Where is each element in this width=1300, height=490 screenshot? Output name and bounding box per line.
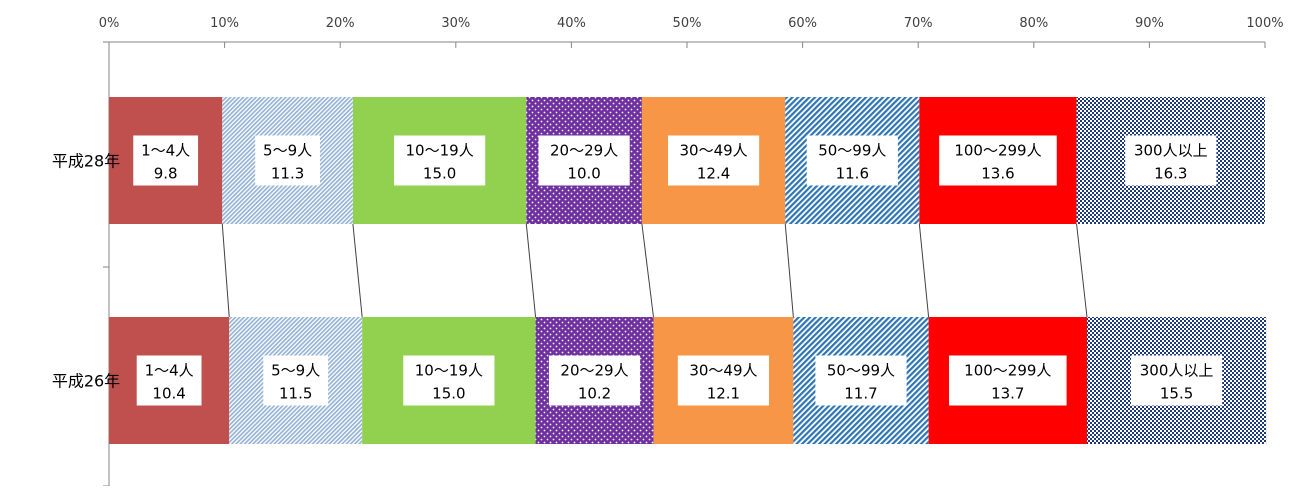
data-label-box — [548, 355, 641, 406]
series-name-label: 1～4人 — [141, 142, 190, 160]
data-label-box — [806, 135, 898, 186]
x-tick-label: 100% — [1246, 16, 1283, 31]
data-value-label: 16.3 — [1154, 165, 1187, 183]
series-line — [525, 223, 537, 318]
series-name-label: 20～29人 — [550, 142, 618, 160]
series-line — [352, 223, 363, 318]
category-label: 平成28年 — [52, 152, 120, 171]
data-value-label: 11.6 — [836, 165, 869, 183]
x-tick-label: 40% — [557, 16, 586, 31]
series-name-label: 5～9人 — [263, 142, 312, 160]
series-name-label: 30～49人 — [679, 142, 747, 160]
data-value-label: 13.7 — [991, 385, 1024, 403]
category-label: 平成26年 — [52, 372, 120, 391]
series-name-label: 5～9人 — [271, 362, 320, 380]
data-label-box — [667, 135, 760, 186]
series-lines-layer — [221, 223, 1088, 318]
data-label-box — [263, 355, 329, 406]
data-value-label: 15.0 — [432, 385, 465, 403]
data-value-label: 15.0 — [423, 165, 456, 183]
series-line — [221, 223, 230, 318]
data-label-box — [939, 135, 1057, 186]
x-tick-label: 90% — [1135, 16, 1164, 31]
x-tick-label: 50% — [673, 16, 702, 31]
x-tick-label: 80% — [1019, 16, 1048, 31]
data-value-label: 12.4 — [697, 165, 730, 183]
x-tick-label: 60% — [788, 16, 817, 31]
series-name-label: 20～29人 — [560, 362, 628, 380]
series-name-label: 100～299人 — [964, 362, 1051, 380]
data-label-box — [538, 135, 630, 186]
data-value-label: 12.1 — [707, 385, 740, 403]
data-label-box — [948, 355, 1067, 406]
data-label-box — [133, 135, 199, 186]
series-name-label: 30～49人 — [689, 362, 757, 380]
x-tick-label: 10% — [210, 16, 239, 31]
data-label-box — [1130, 355, 1223, 406]
data-value-label: 15.5 — [1160, 385, 1193, 403]
data-value-label: 11.5 — [279, 385, 312, 403]
series-name-label: 50～99人 — [827, 362, 895, 380]
series-line — [1076, 223, 1088, 318]
x-tick-label: 30% — [441, 16, 470, 31]
data-value-label: 11.3 — [271, 165, 304, 183]
data-value-label: 11.7 — [844, 385, 877, 403]
data-label-box — [1125, 135, 1217, 186]
series-name-label: 1～4人 — [145, 362, 194, 380]
data-value-label: 10.0 — [567, 165, 600, 183]
series-name-label: 10～19人 — [415, 362, 483, 380]
data-value-label: 13.6 — [981, 165, 1014, 183]
x-tick-label: 20% — [326, 16, 355, 31]
data-label-box — [677, 355, 770, 406]
data-label-box — [394, 135, 486, 186]
data-value-label: 10.2 — [578, 385, 611, 403]
series-name-label: 100～299人 — [954, 142, 1041, 160]
data-value-label: 9.8 — [154, 165, 178, 183]
data-label-box — [403, 355, 495, 406]
series-line — [918, 223, 930, 318]
series-line — [641, 223, 654, 318]
data-label-box — [815, 355, 907, 406]
series-name-label: 300人以上 — [1134, 142, 1208, 160]
series-name-label: 50～99人 — [818, 142, 886, 160]
x-tick-label: 70% — [904, 16, 933, 31]
series-line — [784, 223, 794, 318]
data-value-label: 10.4 — [152, 385, 185, 403]
series-name-label: 300人以上 — [1140, 362, 1214, 380]
data-label-box — [255, 135, 321, 186]
axis-layer: 0% 10% 20% 30% 40% 50% 60% 70% 80% 90% 100% — [99, 16, 1284, 487]
series-name-label: 10～19人 — [406, 142, 474, 160]
data-label-box — [136, 355, 202, 406]
x-tick-label: 0% — [99, 16, 120, 31]
